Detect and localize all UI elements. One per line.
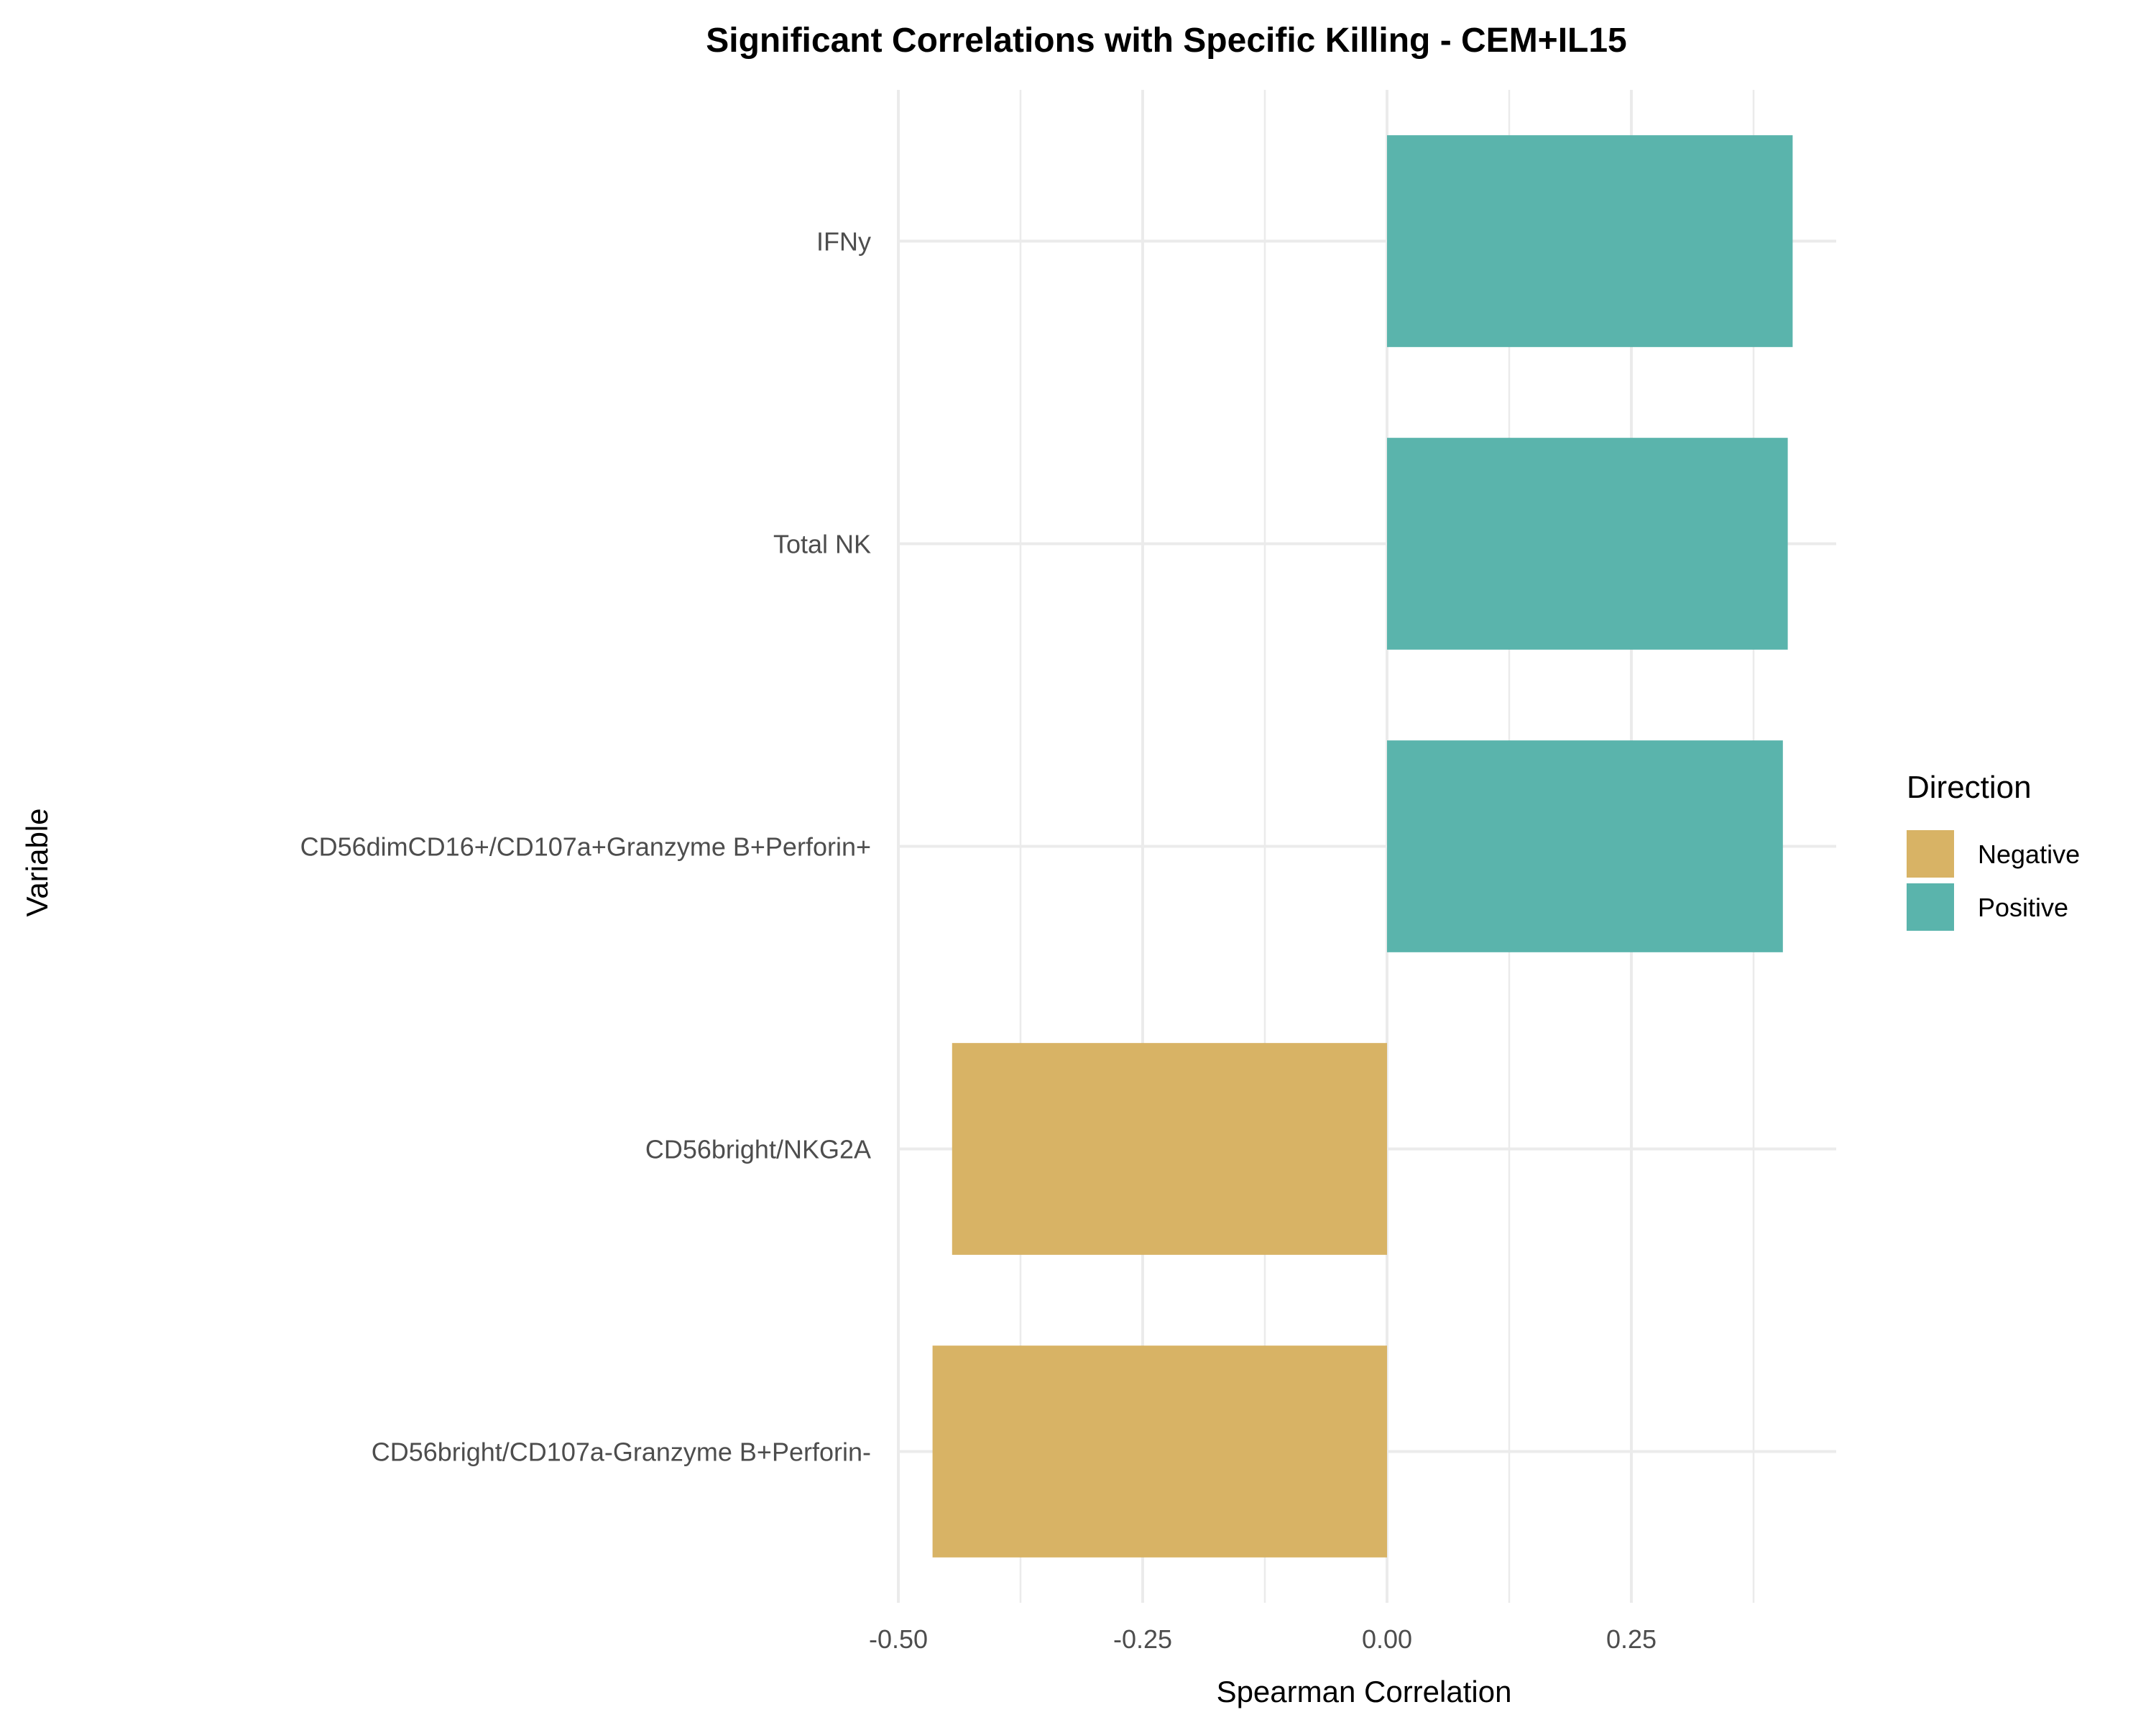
bar-negative (932, 1346, 1387, 1558)
x-tick-label: 0.25 (1606, 1624, 1657, 1654)
y-tick-labels: IFNy Total NK CD56dimCD16+/CD107a+Granzyme… (300, 227, 871, 1467)
y-tick-label: Total NK (773, 530, 871, 559)
y-axis-title: Variable (20, 809, 54, 917)
bar-negative (952, 1043, 1387, 1255)
y-tick-label: IFNy (816, 227, 871, 257)
legend-swatch-negative (1907, 830, 1954, 878)
legend: Direction Negative Positive (1907, 770, 2080, 931)
x-tick-label: -0.50 (869, 1624, 928, 1654)
bar-positive (1387, 740, 1783, 952)
legend-label-negative: Negative (1978, 840, 2080, 869)
bar-positive (1387, 438, 1788, 650)
x-tick-labels: -0.50 -0.25 0.00 0.25 (869, 1624, 1657, 1654)
chart-title: Significant Correlations with Specific K… (706, 22, 1627, 60)
legend-title: Direction (1907, 770, 2032, 805)
y-tick-label: CD56bright/NKG2A (645, 1135, 871, 1164)
bars (932, 135, 1793, 1558)
y-tick-label: CD56bright/CD107a-Granzyme B+Perforin- (372, 1438, 871, 1467)
y-tick-label: CD56dimCD16+/CD107a+Granzyme B+Perforin+ (300, 832, 871, 862)
bar-positive (1387, 135, 1793, 347)
legend-label-positive: Positive (1978, 893, 2068, 922)
x-tick-label: -0.25 (1113, 1624, 1172, 1654)
x-tick-label: 0.00 (1362, 1624, 1412, 1654)
x-axis-title: Spearman Correlation (1217, 1675, 1512, 1708)
legend-swatch-positive (1907, 883, 1954, 931)
